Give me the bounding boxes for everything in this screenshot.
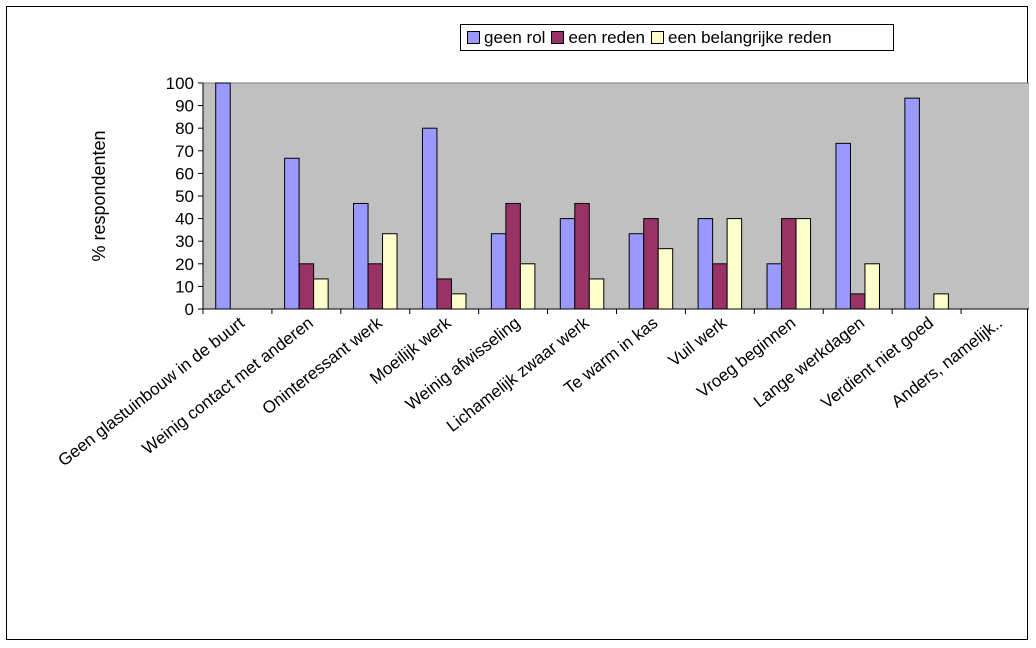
x-category-label: Verdient niet goed: [817, 313, 937, 412]
bar: [519, 263, 536, 310]
bar: [766, 263, 783, 310]
bar: [353, 202, 369, 310]
chart-frame: 0 10 20 30 40 50 60 70 80 90 100% respondenten Geen…: [6, 6, 1029, 640]
bar: [215, 82, 231, 310]
legend-item-een-reden: een reden: [551, 28, 645, 48]
legend-label-geen-rol: geen rol: [484, 27, 546, 47]
y-axis-title: % respondenten: [89, 130, 109, 261]
bar: [382, 233, 398, 310]
bar: [559, 218, 576, 310]
bar: [490, 233, 507, 310]
legend: geen rol een reden een belangrijke reden: [460, 24, 894, 51]
y-tick-label: 80: [175, 119, 194, 138]
plot-area: [202, 82, 1029, 310]
legend-item-een-belangrijke-reden: een belangrijke reden: [651, 28, 832, 48]
bar: [643, 218, 659, 310]
y-tick-label: 10: [175, 277, 194, 296]
bar: [657, 248, 674, 310]
y-tick-label: 60: [175, 164, 194, 183]
legend-label-een-reden: een reden: [568, 27, 646, 47]
bar: [588, 278, 605, 310]
bar: [505, 202, 521, 310]
y-tick-label: 50: [175, 187, 194, 206]
legend-swatch-een-belangrijke-reden: [651, 31, 665, 44]
bar: [367, 263, 384, 310]
y-tick-label: 40: [175, 210, 194, 229]
y-tick-label: 0: [185, 300, 194, 319]
y-tick-label: 90: [175, 97, 194, 116]
x-category-label: Oninteressant werk: [259, 313, 386, 418]
bar: [284, 157, 300, 310]
y-tick-label: 30: [175, 232, 194, 251]
x-category-label: Vuil werk: [665, 313, 731, 370]
bar: [835, 142, 851, 310]
legend-swatch-geen-rol: [467, 31, 480, 44]
bar: [574, 202, 590, 310]
bar: [904, 97, 920, 310]
y-tick-label: 70: [175, 142, 194, 161]
bar: [849, 293, 866, 310]
y-tick-label: 20: [175, 255, 194, 274]
bar: [421, 127, 438, 310]
bar: [933, 293, 949, 310]
bar: [313, 278, 329, 310]
bar: [436, 278, 452, 310]
legend-label-een-belangrijke-reden: een belangrijke reden: [668, 27, 832, 47]
y-tick-label: 100: [166, 74, 194, 93]
bar: [628, 233, 645, 310]
bar: [726, 218, 743, 310]
bar: [795, 218, 812, 310]
bar: [298, 263, 315, 310]
legend-swatch-een-reden: [551, 31, 565, 44]
bar: [712, 263, 728, 310]
bar: [450, 293, 467, 310]
legend-item-geen-rol: geen rol: [467, 28, 545, 48]
bar: [697, 218, 714, 310]
bar: [864, 263, 880, 310]
bar: [781, 218, 797, 310]
x-category-label: Weinig afwisseling: [402, 313, 524, 414]
